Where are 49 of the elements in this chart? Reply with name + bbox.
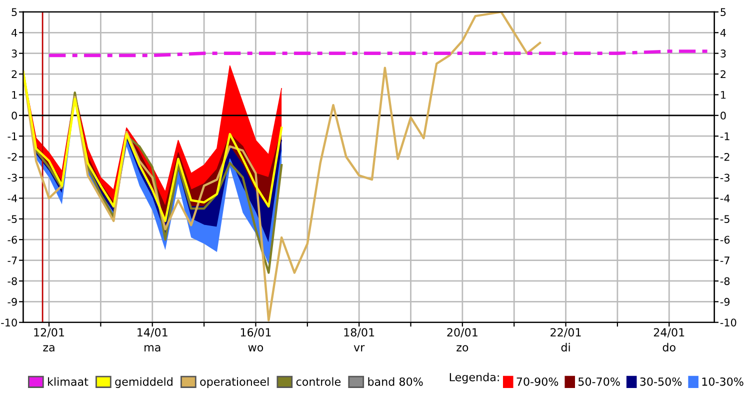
y2-tick-label: -9 [720,298,730,306]
y2-tick-label: -5 [720,215,730,224]
legend-label: gemiddeld [115,377,172,388]
x-tick-label: 22/01 di [550,328,581,352]
y2-tick-label: -2 [720,153,730,161]
x-tick-label: 14/01 ma [138,328,168,352]
y-tick-label: 1 [12,91,17,99]
y-tick-label: -3 [8,174,17,182]
y-tick-label: 3 [12,50,17,58]
y-tick-label: 0 [12,112,17,120]
y2-tick-label: 0 [720,112,726,120]
legend-label: klimaat [48,377,88,386]
legend-title: Legenda: [450,372,499,384]
y-tick-label: 4 [12,29,18,37]
y-tick-label: -2 [8,153,17,161]
y-tick-label: -10 [1,318,17,326]
y-tick-label: 5 [12,8,17,16]
y2-tick-label: -1 [720,132,730,140]
x-tick-label: 20/01 zo [447,328,478,352]
text: band 80% [368,377,423,386]
y-tick-label: -1 [8,132,17,140]
legend-label: 50-70% [578,377,620,386]
y2-tick-label: -8 [720,277,730,286]
x-tick-label: 16/01 wo [240,328,271,352]
y2-tick-label: 3 [720,50,726,58]
x-tick-label: 12/01 za [34,328,64,352]
y2-tick-label: 5 [720,8,726,16]
y-tick-label: -6 [8,236,17,244]
y-tick-label: 2 [12,70,17,78]
y2-tick-label: -4 [720,194,730,202]
x-tick-label: 18/01 vr [344,328,374,352]
y2-tick-label: -6 [720,236,730,244]
y2-tick-label: -10 [720,318,736,326]
y-tick-label: -4 [8,194,18,202]
x-tick-label: 24/01 do [654,328,684,352]
y-tick-label: -9 [8,298,17,306]
legend-label: 30-50% [640,377,682,386]
legend-label: operationeel [200,377,269,388]
y-tick-label: -7 [8,256,17,264]
y-tick-label: -5 [8,215,17,224]
y-tick-label: -8 [8,277,17,286]
y2-tick-label: 2 [720,70,726,78]
legend-label: 70-90% [516,377,558,386]
legend-label: controle [296,377,341,386]
legend-label: 10-30% [702,377,744,386]
y2-tick-label: 1 [721,91,726,99]
y2-tick-label: -7 [720,256,730,264]
y2-tick-label: -3 [720,174,730,182]
y2-tick-label: 4 [720,29,726,37]
